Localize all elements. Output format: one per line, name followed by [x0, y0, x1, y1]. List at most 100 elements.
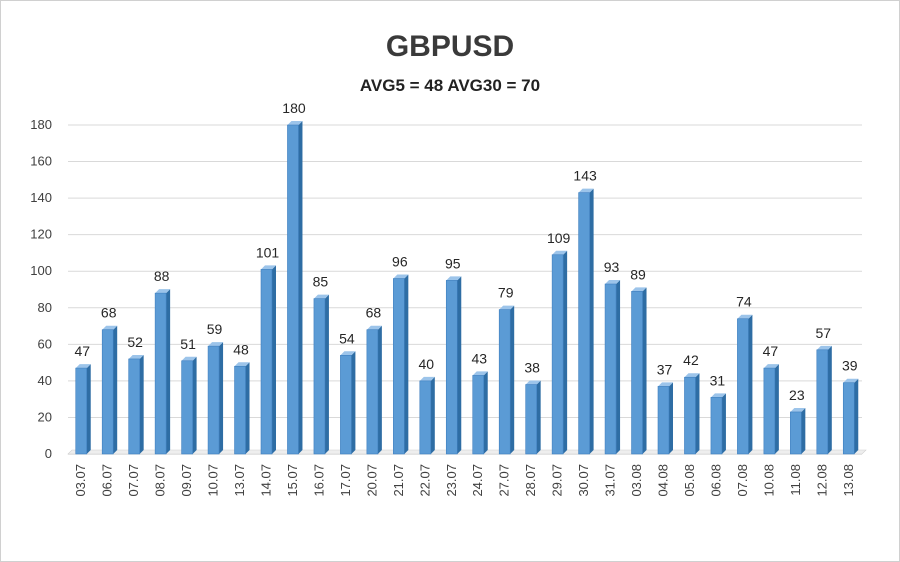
- bar: [366, 329, 379, 455]
- x-tick-label: 30.07: [576, 464, 591, 497]
- bar-top: [340, 351, 356, 356]
- bar-side: [219, 342, 224, 454]
- bar-side: [166, 289, 171, 454]
- x-tick-label: 20.07: [364, 464, 379, 497]
- y-tick-label: 160: [30, 154, 52, 169]
- bar-top: [393, 274, 409, 279]
- bar-top: [234, 362, 250, 367]
- data-label: 59: [207, 321, 223, 337]
- y-tick-label: 60: [38, 336, 52, 351]
- bar: [154, 292, 167, 455]
- bar-top: [790, 407, 806, 412]
- bar: [498, 309, 511, 455]
- bar: [234, 365, 246, 455]
- bar-top: [155, 289, 171, 294]
- x-tick-label: 13.07: [232, 464, 247, 497]
- y-tick-label: 100: [30, 263, 52, 278]
- bar-side: [721, 393, 726, 454]
- bar: [313, 298, 326, 455]
- bar-side: [113, 325, 118, 454]
- bar: [551, 254, 564, 455]
- x-tick-label: 29.07: [550, 464, 565, 497]
- data-label: 101: [256, 244, 280, 260]
- bar-top: [75, 364, 91, 369]
- bar-top: [313, 294, 329, 299]
- bar: [631, 291, 643, 455]
- bar-top: [763, 364, 779, 369]
- data-label: 88: [154, 268, 170, 284]
- bar-side: [324, 294, 329, 454]
- y-tick-label: 40: [38, 373, 52, 388]
- bar: [260, 269, 273, 455]
- x-tick-label: 13.08: [841, 464, 856, 497]
- bar: [684, 376, 696, 455]
- bar-side: [377, 325, 382, 454]
- bar: [790, 411, 802, 455]
- x-tick-label: 10.08: [761, 464, 776, 497]
- bar-top: [472, 371, 488, 376]
- bar-side: [139, 354, 144, 454]
- bar-side: [536, 380, 541, 454]
- data-label: 39: [842, 358, 858, 374]
- bar: [419, 380, 432, 455]
- data-label: 51: [180, 336, 196, 352]
- x-tick-label: 16.07: [311, 464, 326, 497]
- x-tick-label: 15.07: [285, 464, 300, 497]
- bar: [737, 318, 749, 455]
- chart-title: GBPUSD: [385, 30, 515, 63]
- bar-side: [192, 356, 197, 454]
- bar-top: [499, 305, 515, 310]
- x-tick-label: 03.08: [629, 464, 644, 497]
- bar-side: [774, 364, 779, 454]
- x-tick-label: 06.07: [100, 464, 115, 497]
- bar-top: [446, 276, 462, 281]
- bar: [657, 386, 670, 455]
- data-label: 96: [392, 254, 408, 270]
- bar: [816, 349, 829, 455]
- bar: [710, 397, 723, 455]
- bar-side: [642, 287, 647, 454]
- bar: [445, 280, 458, 455]
- bar-top: [287, 121, 303, 125]
- data-label: 89: [630, 266, 646, 282]
- data-label: 74: [736, 294, 752, 310]
- bar-side: [589, 188, 594, 454]
- x-tick-label: 27.07: [497, 464, 512, 497]
- data-label: 68: [366, 305, 382, 321]
- bar-side: [801, 407, 806, 454]
- x-tick-label: 31.07: [603, 464, 618, 497]
- bar-top: [525, 380, 541, 385]
- data-label: 54: [339, 330, 355, 346]
- bar: [75, 367, 88, 455]
- x-tick-label: 07.07: [126, 464, 141, 497]
- bar-top: [261, 265, 276, 270]
- x-tick-label: 03.07: [73, 464, 88, 497]
- bar-side: [483, 371, 488, 454]
- data-label: 95: [445, 255, 461, 271]
- data-label: 180: [282, 100, 306, 116]
- bar-top: [710, 393, 726, 398]
- bar: [842, 382, 855, 455]
- y-tick-label: 80: [38, 300, 52, 315]
- bar-top: [181, 356, 197, 361]
- bar: [207, 345, 220, 455]
- x-tick-label: 10.07: [206, 464, 221, 497]
- bar-side: [748, 314, 753, 454]
- data-label: 52: [127, 334, 143, 350]
- bar-top: [843, 378, 859, 383]
- bar-side: [827, 345, 832, 454]
- bar-top: [737, 314, 753, 319]
- data-label: 48: [233, 341, 249, 357]
- bar: [525, 384, 537, 455]
- data-label: 143: [573, 168, 597, 184]
- x-tick-label: 11.08: [788, 464, 803, 496]
- bar-top: [419, 376, 435, 381]
- x-tick-label: 14.07: [259, 464, 274, 497]
- data-label: 85: [313, 274, 329, 290]
- bar-top: [128, 354, 144, 359]
- x-tick-label: 24.07: [470, 464, 485, 497]
- x-tick-label: 06.08: [708, 464, 723, 497]
- bar-top: [366, 325, 382, 330]
- bar-side: [669, 382, 673, 454]
- bar: [181, 360, 193, 455]
